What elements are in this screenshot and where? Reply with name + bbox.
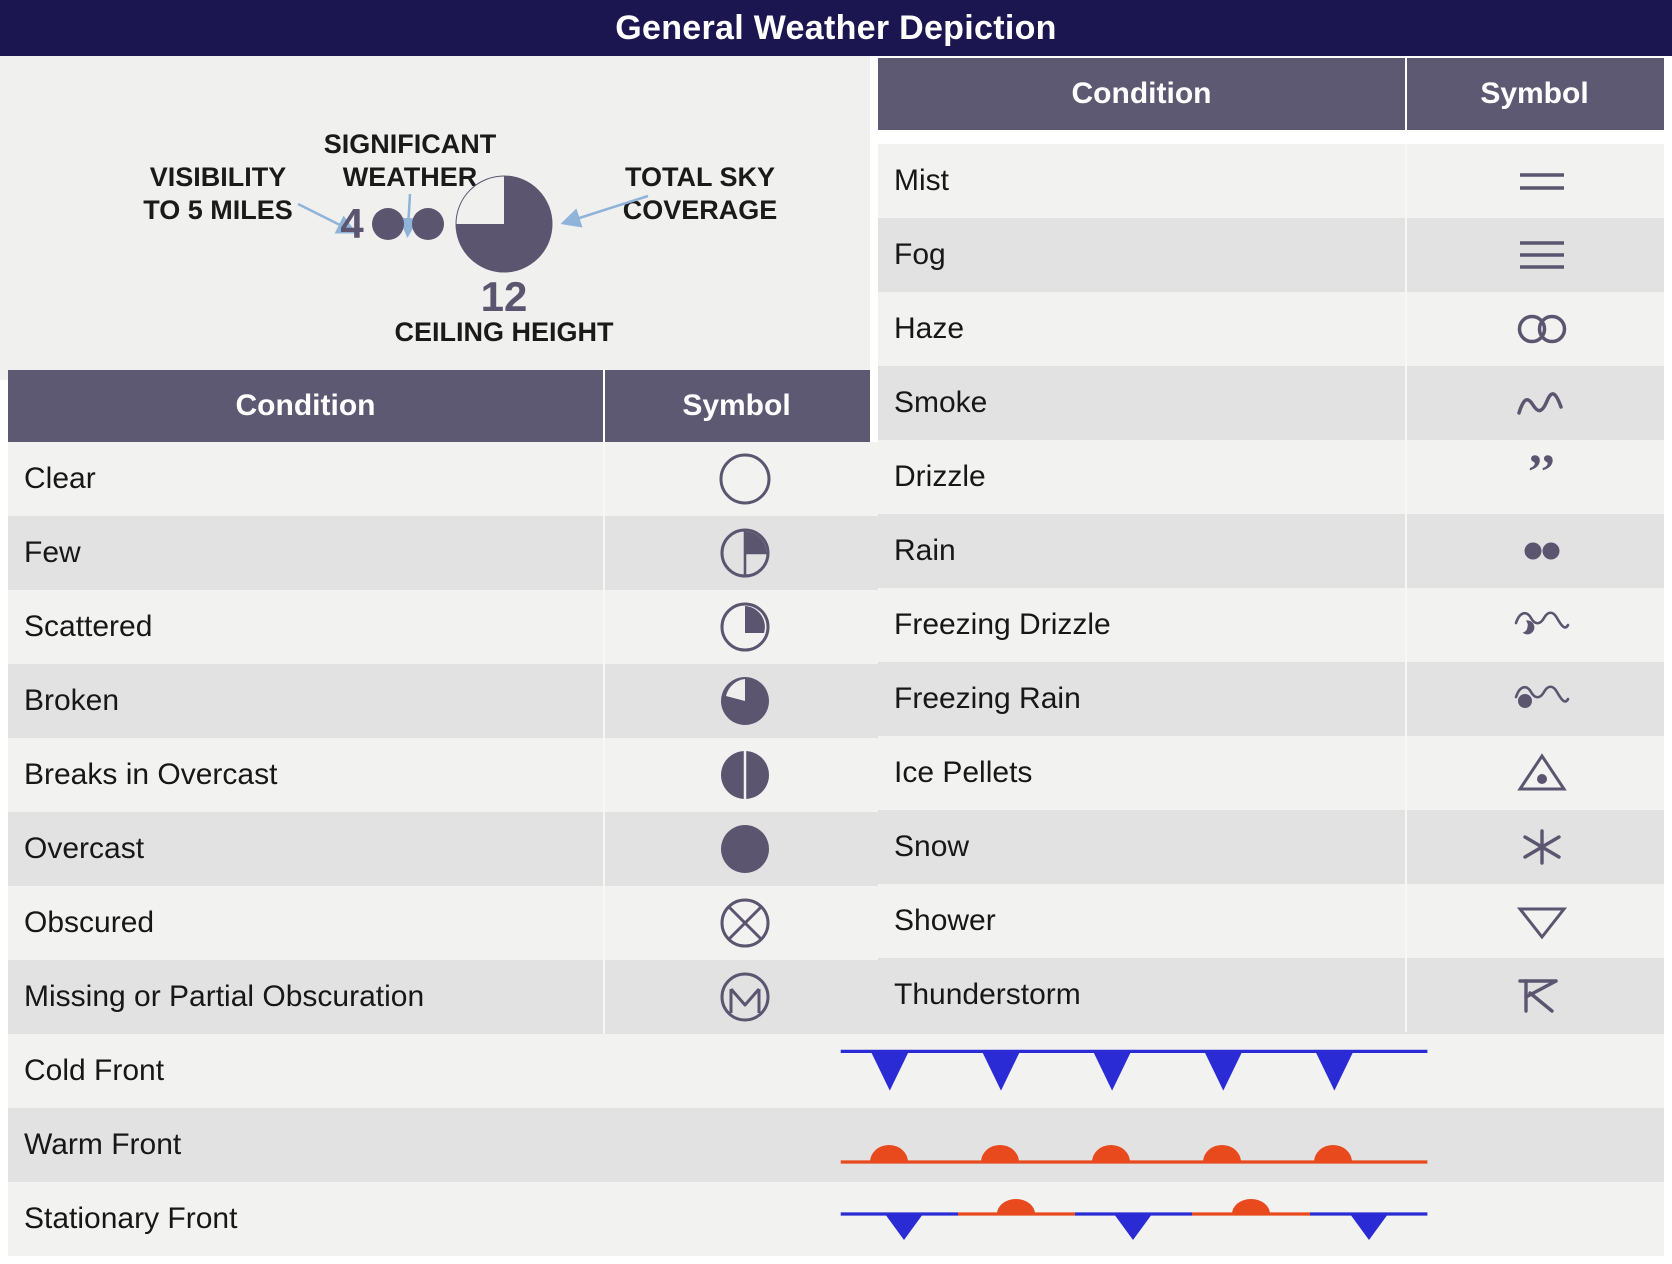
svg-text:SIGNIFICANT: SIGNIFICANT <box>324 129 497 159</box>
svg-text:COVERAGE: COVERAGE <box>623 195 778 225</box>
svg-text:CEILING HEIGHT: CEILING HEIGHT <box>394 317 614 347</box>
svg-text:WEATHER: WEATHER <box>343 162 478 192</box>
svg-text:TOTAL SKY: TOTAL SKY <box>625 162 775 192</box>
svg-text:VISIBILITY: VISIBILITY <box>150 162 287 192</box>
svg-text:12: 12 <box>481 273 528 320</box>
svg-text:TO 5 MILES: TO 5 MILES <box>143 195 293 225</box>
svg-text:4: 4 <box>340 200 364 247</box>
